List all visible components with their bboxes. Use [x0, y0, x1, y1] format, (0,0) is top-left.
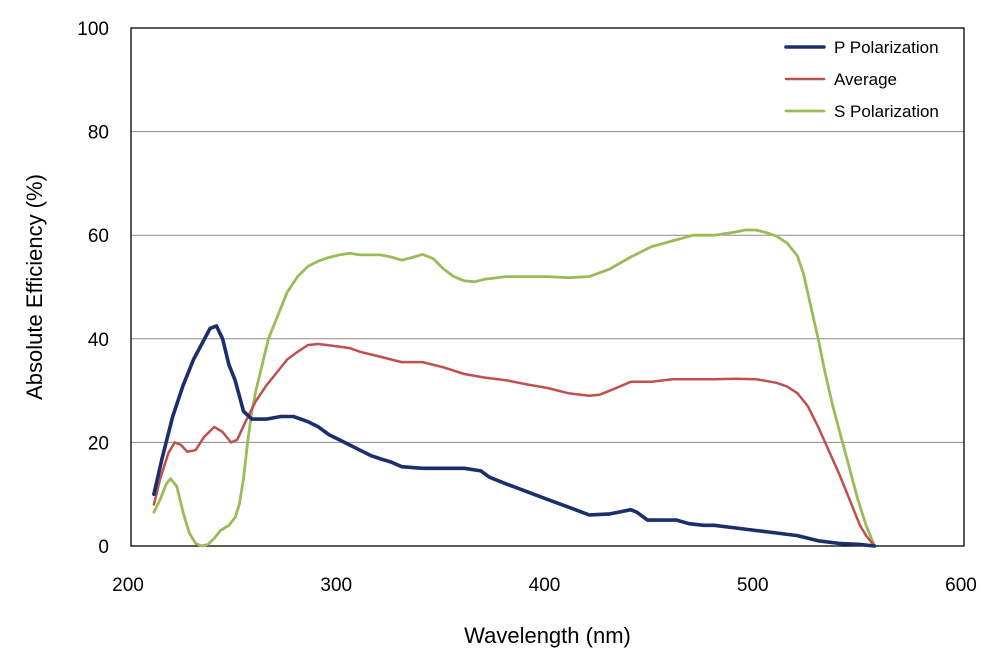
y-tick-label: 80	[88, 123, 109, 144]
x-tick-label: 500	[737, 575, 769, 596]
x-tick-label: 300	[320, 575, 352, 596]
series-line-average	[152, 342, 876, 548]
x-tick-label: 400	[529, 575, 561, 596]
y-axis-title: Absolute Efficiency (%)	[22, 174, 47, 400]
series-line-s-polarization	[152, 228, 876, 548]
legend-label: Average	[834, 70, 897, 89]
legend-label: P Polarization	[834, 38, 939, 57]
y-tick-label: 0	[98, 537, 109, 558]
x-tick-label: 200	[112, 575, 144, 596]
y-tick-label: 40	[88, 330, 109, 351]
series-line-p-polarization	[152, 324, 877, 548]
y-tick-label: 60	[88, 226, 109, 247]
tick-labels: 0 20 40 60 80 100 200 300 400 500 600	[77, 19, 977, 596]
y-tick-label: 20	[88, 433, 109, 454]
legend-label: S Polarization	[834, 102, 939, 121]
chart-legend: P Polarization Average S Polarization	[784, 38, 939, 121]
x-axis-title: Wavelength (nm)	[464, 623, 631, 648]
y-tick-label: 100	[77, 19, 109, 40]
plot-area-frame	[130, 27, 965, 547]
x-tick-label: 600	[945, 575, 977, 596]
series-lines	[152, 228, 877, 548]
